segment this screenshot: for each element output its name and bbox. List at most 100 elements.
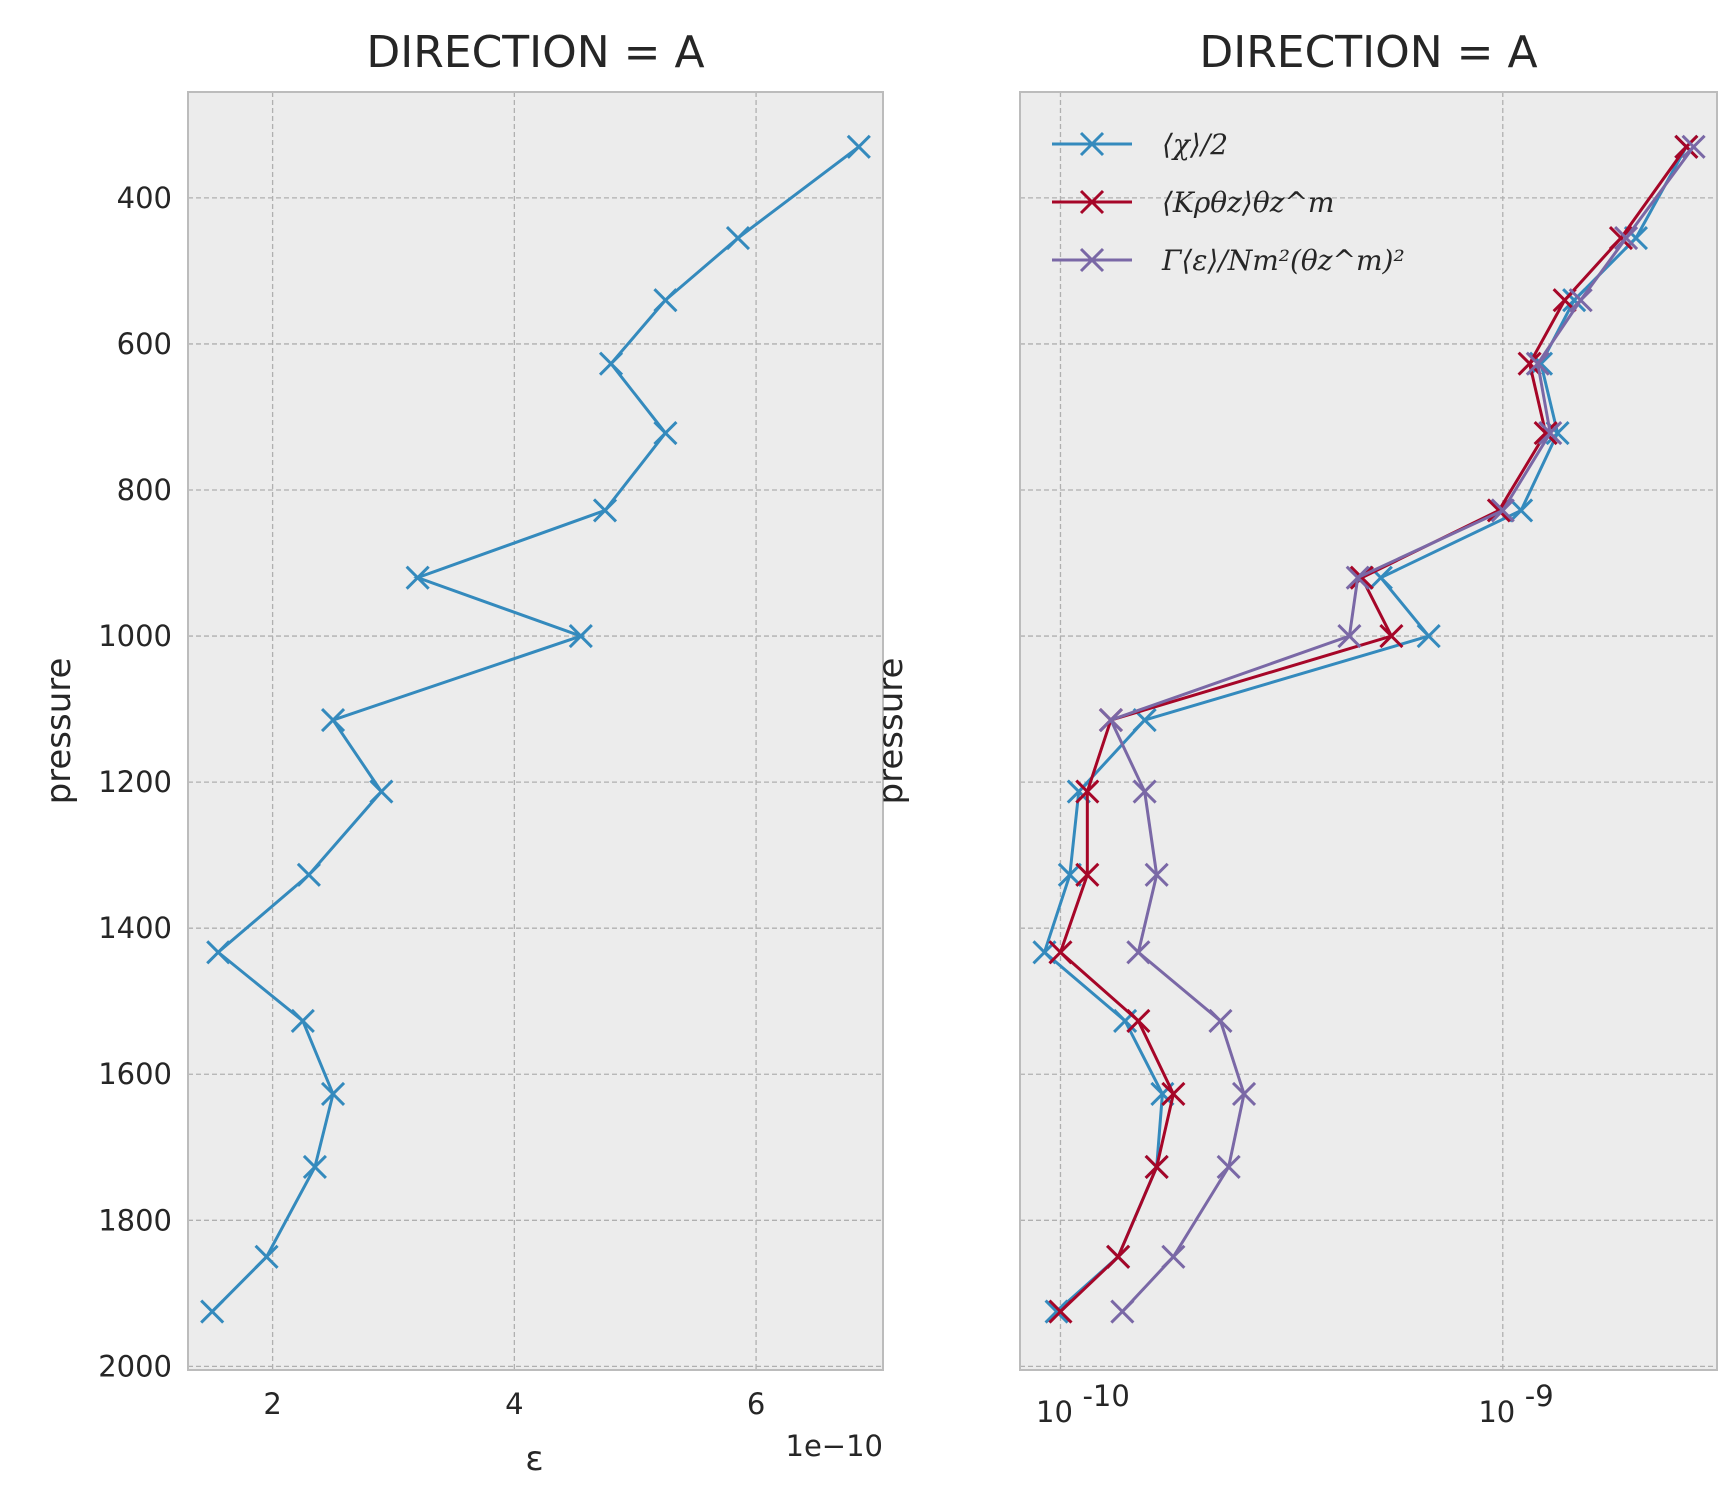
y-axis-label: pressure — [871, 658, 911, 805]
point-marker-stroke — [653, 288, 678, 313]
data-point — [1144, 862, 1169, 887]
legend-item: ⟨Kρθz⟩θz^m — [1052, 186, 1334, 219]
point-marker-stroke — [1379, 624, 1404, 649]
legend-marker — [1079, 189, 1105, 215]
point-marker-stroke — [598, 351, 624, 376]
plot-border — [187, 91, 884, 1371]
data-point — [1608, 225, 1634, 251]
y-tick-label: 1400 — [98, 911, 172, 945]
point-marker-stroke — [296, 862, 321, 887]
series-3 — [1098, 134, 1706, 1324]
x-tick-label: 10 — [1036, 1395, 1073, 1429]
data-point — [320, 707, 346, 733]
legend-label: ⟨Kρθz⟩θz^m — [1162, 186, 1334, 219]
data-point — [1208, 1008, 1233, 1033]
point-marker-stroke — [846, 134, 871, 159]
point-marker-stroke — [1545, 420, 1570, 446]
point-marker-stroke — [1345, 565, 1370, 590]
point-marker-stroke — [206, 940, 231, 965]
data-point — [1490, 498, 1515, 523]
data-point — [1681, 134, 1706, 159]
data-point — [568, 624, 593, 649]
data-point — [369, 779, 394, 804]
data-point — [1075, 779, 1100, 804]
y-tick-label: 400 — [117, 181, 172, 215]
data-point — [1048, 940, 1073, 965]
point-marker-stroke — [592, 498, 618, 523]
legend-marker — [1079, 131, 1105, 157]
point-marker-stroke — [1533, 420, 1558, 446]
data-point — [296, 862, 321, 887]
point-marker-stroke — [1509, 498, 1534, 523]
point-marker-stroke — [254, 1244, 279, 1269]
data-point — [1110, 1299, 1135, 1324]
point-marker-stroke — [1075, 862, 1100, 887]
legend-marker — [1079, 247, 1105, 273]
data-point — [1674, 134, 1699, 159]
data-point — [1568, 288, 1593, 313]
chart-title: DIRECTION = A — [1199, 27, 1537, 78]
data-point — [1098, 707, 1123, 733]
data-point — [1525, 351, 1550, 376]
point-marker-stroke — [1528, 351, 1554, 376]
legend: ⟨χ⟩/2 ⟨Kρθz⟩θz^m Γ⟨ε⟩/Nm²(θz^m)² — [1052, 128, 1405, 277]
point-marker-stroke — [1057, 862, 1082, 887]
y-tick-label: 800 — [117, 473, 172, 507]
data-point — [1106, 1244, 1131, 1269]
point-marker-stroke — [302, 1154, 327, 1180]
data-point — [1216, 1154, 1241, 1180]
x-tick-exponent: -10 — [1082, 1379, 1129, 1413]
x-tick-label: 2 — [263, 1387, 281, 1421]
point-marker-stroke — [320, 1081, 346, 1107]
point-marker-stroke — [1517, 351, 1542, 376]
data-point — [1057, 862, 1082, 887]
point-marker-stroke — [1132, 707, 1157, 733]
point-marker-stroke — [1490, 498, 1515, 523]
point-marker-stroke — [1349, 565, 1374, 590]
data-point — [1231, 1081, 1257, 1107]
plot-area — [1019, 91, 1718, 1371]
data-point — [653, 288, 678, 313]
y-axis-label: pressure — [39, 658, 79, 805]
subplot-2: 10 -10 10 -9 DIRECTION = A pressure ⟨χ⟩/2 ⟨Kρθz… — [871, 27, 1718, 1429]
point-marker-stroke — [1126, 1008, 1151, 1033]
legend-label: Γ⟨ε⟩/Nm²(θz^m)² — [1161, 244, 1405, 277]
point-marker-stroke — [1126, 940, 1151, 965]
point-marker-stroke — [1337, 624, 1362, 649]
data-point — [320, 1081, 346, 1107]
x-offset-label: 1e−10 — [786, 1429, 884, 1463]
data-point — [846, 134, 871, 159]
data-point — [1132, 779, 1157, 804]
y-tick-label: 600 — [117, 327, 172, 361]
point-marker-stroke — [1161, 1081, 1186, 1107]
data-point — [1337, 624, 1362, 649]
chart-title: DIRECTION = A — [366, 27, 704, 78]
data-point — [1517, 351, 1542, 376]
data-point — [1126, 940, 1151, 965]
point-marker-stroke — [1681, 134, 1706, 159]
point-marker-stroke — [1538, 420, 1563, 446]
data-point — [1379, 624, 1404, 649]
data-point — [1509, 498, 1534, 523]
legend-item: ⟨χ⟩/2 — [1052, 128, 1228, 161]
x-tick-label: 4 — [505, 1387, 523, 1421]
data-point — [1048, 1299, 1073, 1324]
y-tick-label: 2000 — [98, 1349, 172, 1383]
point-marker-stroke — [1608, 225, 1634, 251]
legend-label: ⟨χ⟩/2 — [1162, 128, 1228, 161]
y-tick-label: 1200 — [98, 765, 172, 799]
data-point — [200, 1299, 225, 1324]
point-marker-stroke — [1098, 707, 1123, 733]
point-marker-stroke — [1562, 288, 1587, 313]
point-marker-stroke — [1048, 940, 1073, 965]
point-marker-stroke — [1231, 1081, 1257, 1107]
point-marker-stroke — [1614, 225, 1639, 251]
data-point — [1349, 565, 1374, 590]
point-marker-stroke — [1216, 1154, 1241, 1180]
point-marker-stroke — [1368, 565, 1393, 590]
data-point — [1562, 288, 1587, 313]
series-1 — [200, 134, 871, 1324]
point-marker-stroke — [369, 779, 394, 804]
data-point — [206, 940, 231, 965]
